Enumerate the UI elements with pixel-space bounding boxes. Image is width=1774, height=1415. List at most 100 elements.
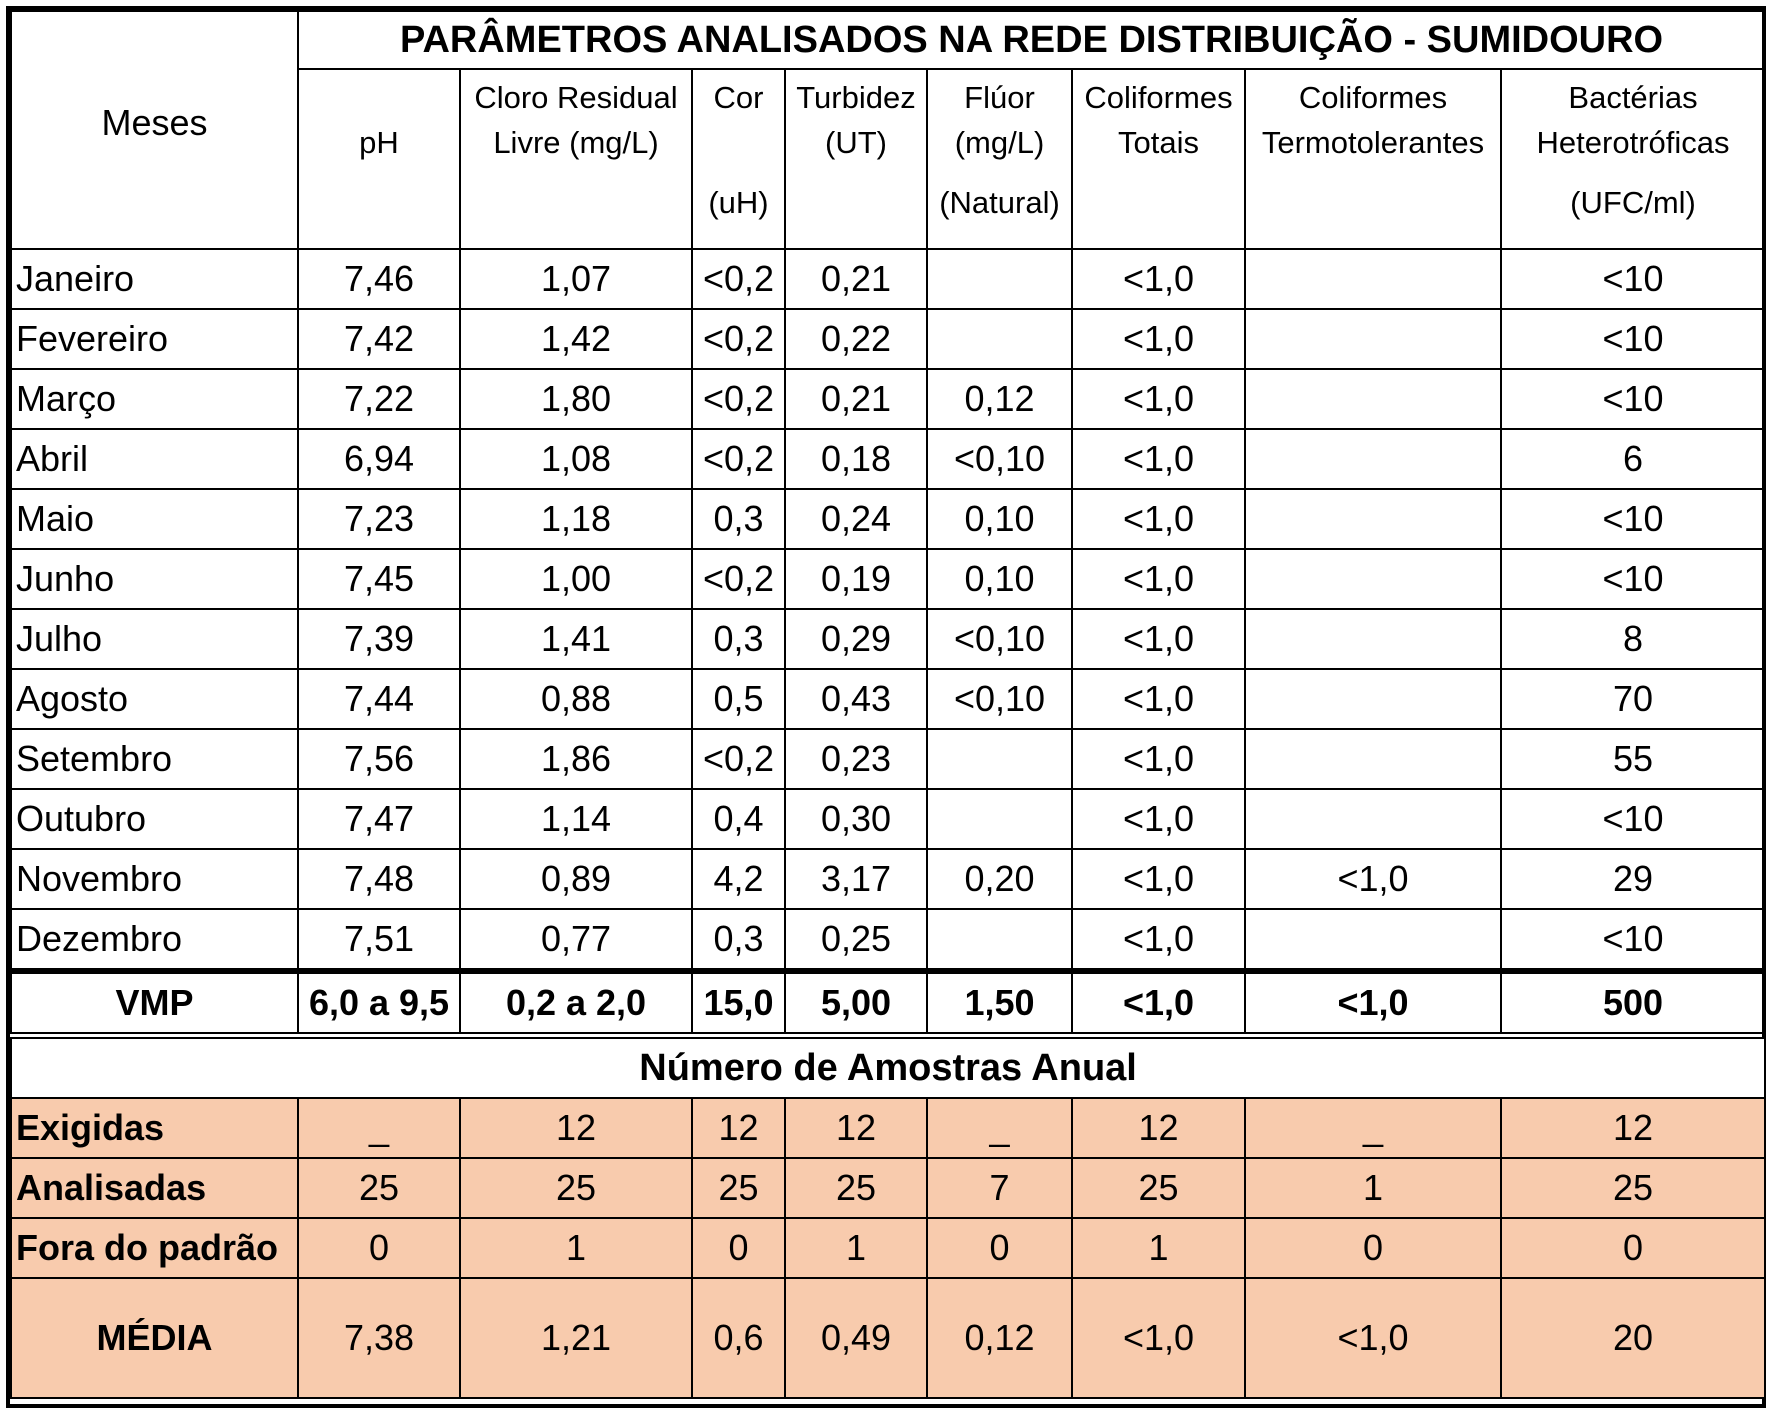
table-cell: 7,45 <box>297 548 461 610</box>
table-cell: 0,18 <box>784 428 928 490</box>
samples-cell: 1 <box>459 1217 693 1279</box>
column-header-line: Turbidez <box>796 79 916 115</box>
column-header: Flúor (mg/L) (Natural) <box>926 68 1073 250</box>
table-cell: 0,3 <box>691 908 786 972</box>
column-header: Cloro Residual Livre (mg/L) <box>459 68 693 250</box>
media-cell: 20 <box>1499 1277 1767 1399</box>
samples-cell: _ <box>297 1097 461 1159</box>
samples-cell: 12 <box>784 1097 928 1159</box>
table-cell: 0,21 <box>784 368 928 430</box>
table-cell: 6 <box>1499 428 1767 490</box>
table-cell <box>926 248 1073 310</box>
vmp-label: VMP <box>10 968 299 1034</box>
month-label: Maio <box>10 488 299 550</box>
column-header-line: Cloro Residual <box>474 79 678 115</box>
samples-cell: 12 <box>691 1097 786 1159</box>
table-cell: 1,86 <box>459 728 693 790</box>
table-cell: <0,10 <box>926 608 1073 670</box>
table-cell <box>1244 908 1502 972</box>
table-cell <box>1244 308 1502 370</box>
column-header: Bactérias Heterotróficas (UFC/ml) <box>1499 68 1767 250</box>
media-cell: 7,38 <box>297 1277 461 1399</box>
table-cell: 0,89 <box>459 848 693 910</box>
month-label: Julho <box>10 608 299 670</box>
media-label: MÉDIA <box>10 1277 299 1399</box>
column-header-line: (mg/L) <box>954 124 1045 160</box>
table-cell: 0,23 <box>784 728 928 790</box>
table-row: Fevereiro 7,42 1,42 <0,2 0,22 <1,0 <10 <box>10 308 1767 370</box>
table-cell: <1,0 <box>1071 308 1246 370</box>
table-cell: 0,3 <box>691 488 786 550</box>
table-cell: 0,24 <box>784 488 928 550</box>
table-cell: 7,48 <box>297 848 461 910</box>
column-header-line: (uH) <box>708 184 769 220</box>
column-header-line: Livre (mg/L) <box>493 124 659 160</box>
page-title: PARÂMETROS ANALISADOS NA REDE DISTRIBUIÇ… <box>296 10 1767 70</box>
table-cell: <0,2 <box>691 428 786 490</box>
column-header-line <box>694 112 783 172</box>
table-cell: <10 <box>1499 308 1767 370</box>
table-cell: <1,0 <box>1071 548 1246 610</box>
table-cell: 7,44 <box>297 668 461 730</box>
table-cell: 1,07 <box>459 248 693 310</box>
table-cell: 1,80 <box>459 368 693 430</box>
column-header-line: Termotolerantes <box>1261 124 1485 160</box>
samples-cell: 25 <box>459 1157 693 1219</box>
table-row: Outubro 7,47 1,14 0,4 0,30 <1,0 <10 <box>10 788 1767 850</box>
column-header-line <box>1074 172 1243 232</box>
vmp-cell: 5,00 <box>784 968 928 1034</box>
vmp-cell: 0,2 a 2,0 <box>459 968 693 1034</box>
column-header-line: Totais <box>1118 124 1199 160</box>
table-row: Janeiro 7,46 1,07 <0,2 0,21 <1,0 <10 <box>10 248 1767 310</box>
samples-cell: 25 <box>691 1157 786 1219</box>
table-cell: 0,10 <box>926 548 1073 610</box>
column-header-line <box>462 172 690 232</box>
table-cell: <10 <box>1499 548 1767 610</box>
table-cell <box>926 308 1073 370</box>
table-cell: 7,56 <box>297 728 461 790</box>
table-cell: <0,2 <box>691 368 786 430</box>
samples-label: Exigidas <box>10 1097 299 1159</box>
table-row: Abril 6,94 1,08 <0,2 0,18 <0,10 <1,0 6 <box>10 428 1767 490</box>
table-cell: 1,18 <box>459 488 693 550</box>
table-cell <box>1244 728 1502 790</box>
samples-cell: 0 <box>691 1217 786 1279</box>
samples-cell: 12 <box>1499 1097 1767 1159</box>
column-header-row: pH Cloro Residual Livre (mg/L) Cor (uH) Turbi… <box>11 68 1767 250</box>
table-row: Maio 7,23 1,18 0,3 0,24 0,10 <1,0 <10 <box>10 488 1767 550</box>
table-cell: 0,30 <box>784 788 928 850</box>
month-label: Abril <box>10 428 299 490</box>
table-cell: 0,5 <box>691 668 786 730</box>
table-row: Junho 7,45 1,00 <0,2 0,19 0,10 <1,0 <10 <box>10 548 1767 610</box>
table-cell <box>926 788 1073 850</box>
table-cell: 0,43 <box>784 668 928 730</box>
meses-header: Meses <box>10 10 299 250</box>
table-cell: <0,2 <box>691 308 786 370</box>
month-label: Novembro <box>10 848 299 910</box>
table-cell: 3,17 <box>784 848 928 910</box>
column-header-line: (UFC/ml) <box>1570 184 1696 220</box>
table-cell: 7,39 <box>297 608 461 670</box>
table-cell: <1,0 <box>1071 248 1246 310</box>
month-label: Agosto <box>10 668 299 730</box>
samples-cell: 25 <box>1499 1157 1767 1219</box>
table-cell: 7,47 <box>297 788 461 850</box>
column-header-line <box>300 82 458 112</box>
month-label: Março <box>10 368 299 430</box>
vmp-cell: 15,0 <box>691 968 786 1034</box>
table-row: Julho 7,39 1,41 0,3 0,29 <0,10 <1,0 8 <box>10 608 1767 670</box>
samples-cell: 7 <box>926 1157 1073 1219</box>
samples-cell: 25 <box>1071 1157 1246 1219</box>
monthly-data: Janeiro 7,46 1,07 <0,2 0,21 <1,0 <10 Fevereiro 7… <box>10 248 1767 972</box>
table-cell <box>1244 368 1502 430</box>
vmp-row: VMP 6,0 a 9,5 0,2 a 2,0 15,0 5,00 1,50 <1,0 <1,… <box>10 968 1767 1034</box>
table-cell: 0,10 <box>926 488 1073 550</box>
table-cell: 0,77 <box>459 908 693 972</box>
samples-cell: 12 <box>459 1097 693 1159</box>
media-cell: 0,49 <box>784 1277 928 1399</box>
table-cell <box>926 908 1073 972</box>
column-header-line <box>787 172 925 232</box>
table-cell: 0,20 <box>926 848 1073 910</box>
column-header-line: Flúor <box>964 79 1035 115</box>
samples-row: Fora do padrão 0 1 0 1 0 1 0 0 <box>10 1217 1767 1279</box>
